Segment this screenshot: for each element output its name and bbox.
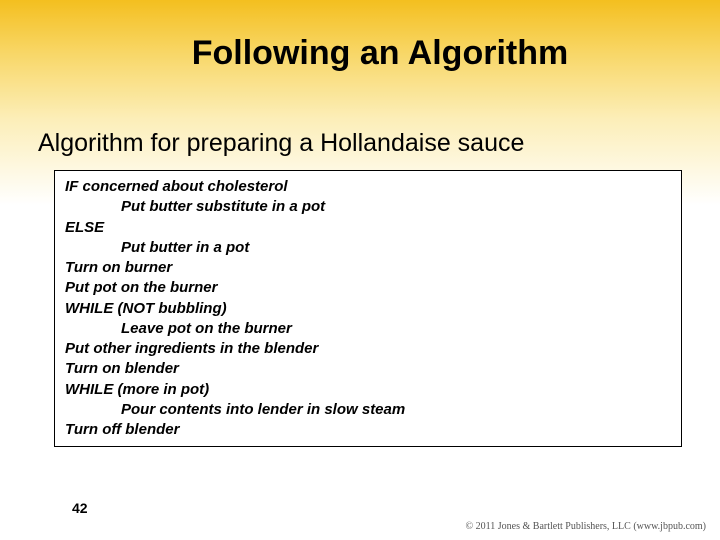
slide-subtitle: Algorithm for preparing a Hollandaise sa…	[0, 73, 720, 158]
code-line: Pour contents into lender in slow steam	[65, 400, 671, 420]
page-number: 42	[72, 500, 88, 516]
algorithm-box: IF concerned about cholesterol Put butte…	[54, 170, 682, 447]
code-line: Put pot on the burner	[65, 279, 217, 296]
code-line: Turn on burner	[65, 259, 172, 276]
code-line: Put butter substitute in a pot	[65, 197, 671, 217]
code-line: WHILE (more in pot)	[65, 381, 209, 398]
code-line: WHILE (NOT bubbling)	[65, 300, 227, 317]
code-line: Put butter in a pot	[65, 238, 671, 258]
copyright-footer: © 2011 Jones & Bartlett Publishers, LLC …	[466, 521, 706, 532]
slide-title: Following an Algorithm	[0, 0, 720, 73]
code-line: Turn off blender	[65, 421, 179, 438]
code-line: Put other ingredients in the blender	[65, 340, 318, 357]
code-line: IF concerned about cholesterol	[65, 178, 288, 195]
code-line: Turn on blender	[65, 360, 179, 377]
code-line: ELSE	[65, 219, 104, 236]
code-line: Leave pot on the burner	[65, 319, 671, 339]
